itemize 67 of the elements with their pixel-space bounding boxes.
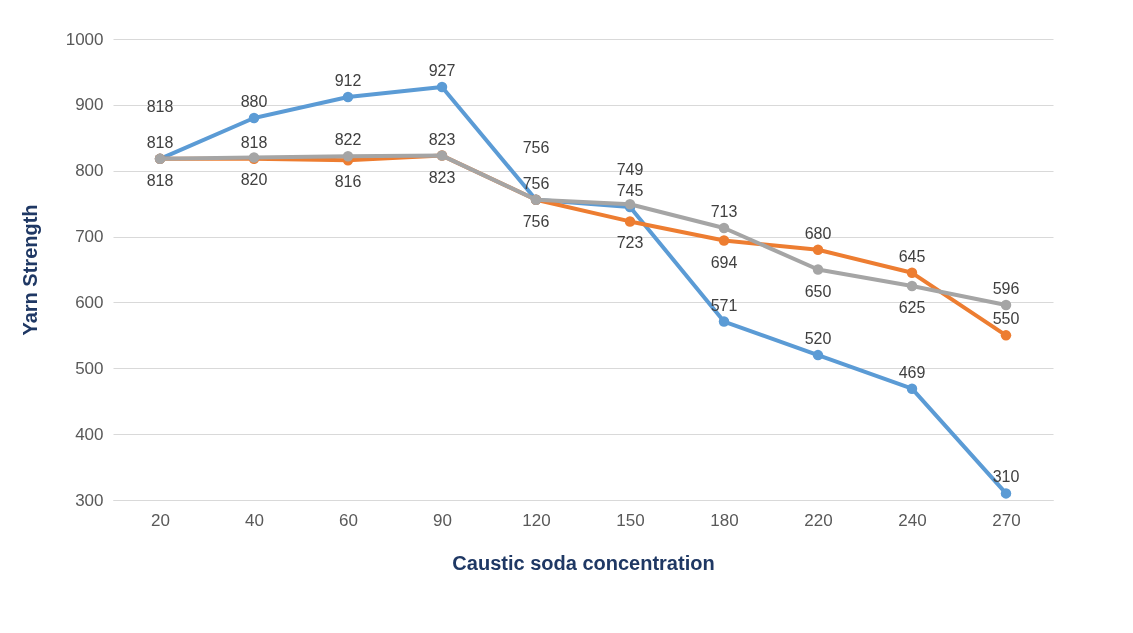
x-tick-label: 40 [245, 510, 264, 530]
x-tick-label: 270 [992, 510, 1021, 530]
data-label: 645 [898, 247, 926, 265]
data-label: 749 [616, 161, 644, 179]
data-label: 822 [334, 131, 362, 149]
data-label: 820 [240, 170, 268, 188]
point [342, 150, 354, 162]
data-label: 625 [898, 298, 926, 316]
y-axis-title: Yarn Strength [18, 204, 41, 336]
y-tick-label: 1000 [65, 29, 104, 49]
point [1000, 299, 1012, 311]
point [436, 81, 448, 93]
x-tick-label: 220 [804, 510, 833, 530]
point [812, 244, 824, 255]
data-label: 745 [616, 181, 644, 199]
x-tick-label: 150 [616, 510, 645, 530]
data-label: 756 [522, 212, 550, 230]
data-label: 756 [522, 138, 550, 156]
data-label: 723 [616, 234, 644, 252]
point [248, 112, 260, 124]
point [812, 349, 824, 361]
data-label: 596 [992, 280, 1020, 298]
data-label: 756 [522, 174, 550, 192]
data-label: 816 [334, 173, 362, 191]
point [906, 267, 918, 279]
data-label: 880 [240, 93, 268, 111]
data-label: 469 [898, 363, 926, 381]
data-label: 818 [240, 133, 268, 151]
data-label: 818 [146, 97, 174, 115]
data-label: 818 [146, 133, 174, 151]
data-label: 927 [428, 62, 456, 80]
data-label: 550 [992, 310, 1020, 328]
point [718, 222, 730, 234]
data-label: 713 [710, 203, 738, 221]
point [906, 383, 918, 394]
y-tick-label: 600 [75, 292, 104, 312]
x-tick-label: 60 [339, 510, 358, 530]
data-label: 650 [804, 282, 832, 300]
data-label: 310 [992, 468, 1020, 486]
y-tick-label: 800 [75, 161, 104, 181]
data-label: 823 [428, 168, 456, 186]
point [812, 264, 824, 275]
y-tick-label: 500 [75, 358, 104, 378]
point [624, 216, 636, 227]
x-tick-label: 180 [710, 510, 739, 530]
data-label: 818 [146, 171, 174, 189]
data-label: 571 [710, 296, 738, 314]
data-label: 694 [710, 253, 738, 271]
point [1000, 488, 1012, 499]
data-label: 912 [334, 71, 362, 89]
point [1000, 330, 1012, 341]
x-tick-label: 240 [898, 510, 927, 530]
data-label: 823 [428, 130, 456, 148]
point [342, 91, 354, 103]
data-label: 520 [804, 330, 832, 348]
y-tick-label: 700 [75, 227, 104, 247]
point [718, 316, 730, 327]
y-tick-label: 400 [75, 424, 104, 444]
point [718, 235, 730, 246]
y-tick-label: 900 [75, 95, 104, 115]
x-tick-label: 20 [151, 510, 170, 530]
point [906, 280, 918, 292]
x-tick-label: 90 [433, 510, 452, 530]
x-tick-label: 120 [522, 510, 551, 530]
data-label: 680 [804, 224, 832, 242]
y-tick-label: 300 [75, 490, 104, 510]
x-axis-title: Caustic soda concentration [452, 551, 715, 574]
